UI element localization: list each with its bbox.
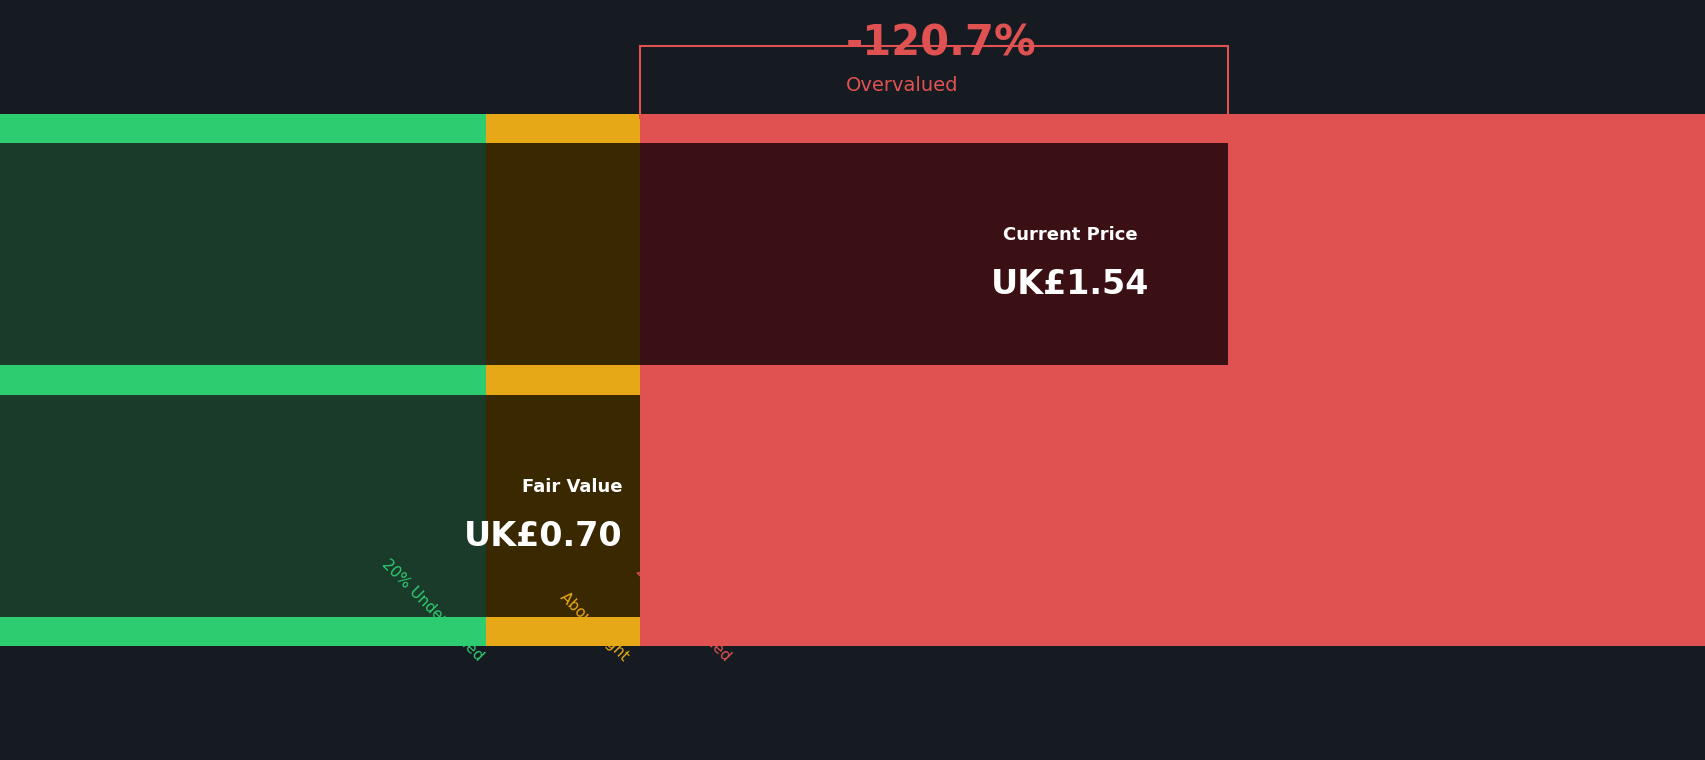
Bar <box>0 617 486 646</box>
Text: Overvalued: Overvalued <box>846 76 958 95</box>
Text: UK£0.70: UK£0.70 <box>464 520 622 553</box>
Text: UK£1.54: UK£1.54 <box>991 268 1149 301</box>
Text: 20% Undervalued: 20% Undervalued <box>379 557 486 664</box>
Bar <box>486 114 639 646</box>
Bar <box>639 143 1228 366</box>
Bar <box>0 394 486 617</box>
Text: Fair Value: Fair Value <box>522 478 622 496</box>
Text: About Right: About Right <box>556 590 631 664</box>
Bar <box>0 114 486 646</box>
Text: Current Price: Current Price <box>1003 226 1137 244</box>
Bar <box>0 366 486 394</box>
Text: 20% Overvalued: 20% Overvalued <box>633 564 733 664</box>
Bar <box>639 114 1705 646</box>
Text: -120.7%: -120.7% <box>846 23 1037 65</box>
Bar <box>639 46 1228 118</box>
Bar <box>486 394 639 617</box>
Bar <box>0 143 486 366</box>
Bar <box>0 114 486 143</box>
Bar <box>486 143 639 366</box>
